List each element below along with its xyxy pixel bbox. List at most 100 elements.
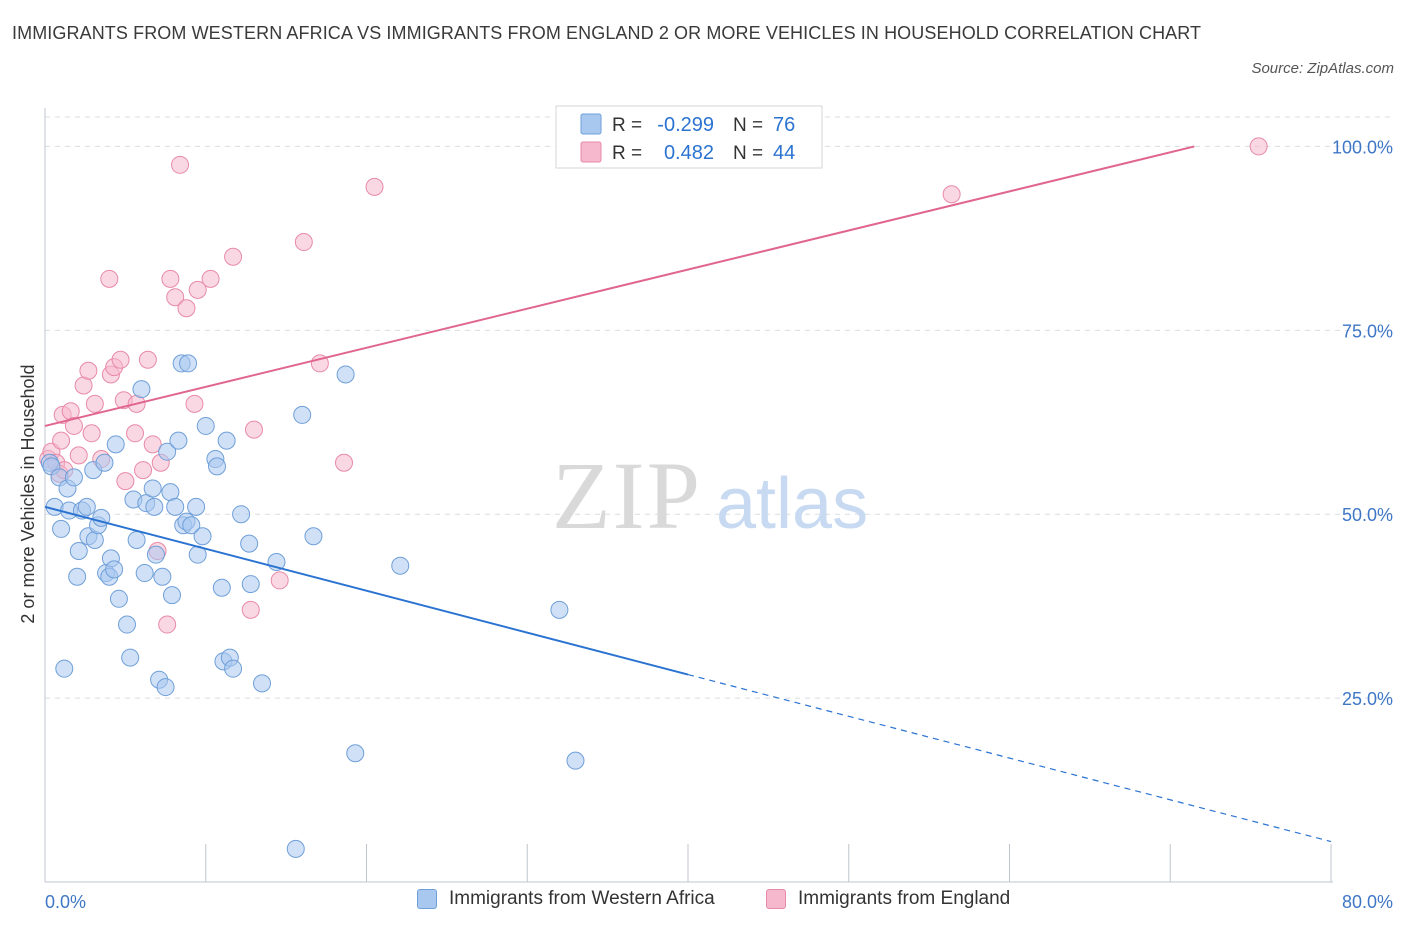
western-africa-point-9	[68, 567, 87, 586]
western-africa-point-71	[566, 751, 585, 770]
england-point-29	[161, 269, 180, 288]
england-point-30	[166, 288, 185, 307]
stats-pink-r-label: R =	[612, 143, 642, 164]
england-point-31	[171, 155, 190, 174]
western-africa-point-25	[117, 615, 136, 634]
western-africa-point-59	[232, 505, 251, 524]
chart-title: IMMIGRANTS FROM WESTERN AFRICA VS IMMIGR…	[12, 23, 1202, 43]
western-africa-point-60	[240, 534, 259, 553]
england-points	[39, 137, 1268, 634]
western-africa-point-51	[196, 416, 215, 435]
y-tick-label-75: 75.0%	[1342, 321, 1393, 341]
western-africa-point-70	[550, 600, 569, 619]
y-tick-label-50: 50.0%	[1342, 505, 1393, 525]
western-africa-point-4	[52, 519, 71, 538]
stats-blue-swatch	[580, 113, 602, 135]
western-africa-point-58	[224, 659, 243, 678]
england-point-43	[365, 177, 384, 196]
western-africa-point-42	[169, 431, 188, 450]
england-point-23	[134, 461, 153, 480]
stats-blue-r-label: R =	[612, 115, 642, 136]
western-africa-point-10	[69, 541, 88, 560]
watermark-atlas: atlas	[716, 464, 868, 544]
watermark: ZIP atlas	[552, 442, 868, 549]
bottom-legend: Immigrants from Western Africa Immigrant…	[0, 888, 1406, 916]
watermark-zip: ZIP	[552, 442, 702, 549]
legend-label-england: Immigrants from England	[798, 888, 1011, 909]
stats-pink-n-value: 44	[773, 142, 795, 164]
legend-swatch-pink	[766, 889, 786, 909]
western-africa-point-24	[109, 589, 128, 608]
western-africa-point-22	[105, 560, 124, 579]
western-africa-point-36	[153, 567, 172, 586]
western-africa-point-30	[135, 564, 154, 583]
stats-pink-n-label: N =	[733, 143, 763, 164]
western-africa-point-8	[64, 468, 83, 487]
y-tick-label-25: 25.0%	[1342, 689, 1393, 709]
western-africa-point-48	[187, 497, 206, 516]
england-point-15	[100, 269, 119, 288]
western-africa-point-47	[182, 516, 201, 535]
western-africa-point-40	[162, 586, 181, 605]
england-point-37	[241, 600, 260, 619]
legend-item-england: Immigrants from England	[766, 888, 1010, 910]
western-africa-point-50	[193, 527, 212, 546]
england-point-44	[942, 185, 961, 204]
axes: 25.0% 50.0% 75.0% 100.0% 0.0% 80.0%	[44, 108, 1393, 912]
western-africa-point-28	[127, 530, 146, 549]
england-point-38	[244, 420, 263, 439]
england-point-8	[64, 416, 83, 435]
stats-blue-n-label: N =	[733, 115, 763, 136]
western-africa-point-15	[85, 530, 104, 549]
western-africa-point-41	[166, 497, 185, 516]
england-trend-line	[44, 145, 1195, 427]
y-axis-label: 2 or more Vehicles in Household	[18, 364, 38, 623]
western-africa-point-5	[55, 659, 74, 678]
legend-label-western-africa: Immigrants from Western Africa	[449, 888, 715, 909]
western-africa-point-65	[293, 405, 312, 424]
england-point-13	[85, 394, 104, 413]
stats-blue-r-value: -0.299	[657, 114, 714, 136]
england-point-33	[185, 394, 204, 413]
england-point-21	[126, 424, 145, 443]
western-africa-trend-extension	[687, 673, 1332, 843]
western-africa-point-23	[106, 435, 125, 454]
western-africa-point-29	[132, 380, 151, 399]
england-point-35	[201, 269, 220, 288]
western-africa-point-37	[156, 678, 175, 697]
england-point-7	[61, 402, 80, 421]
western-africa-point-69	[391, 556, 410, 575]
england-point-20	[116, 472, 135, 491]
legend-item-western-africa: Immigrants from Western Africa	[417, 888, 715, 910]
western-africa-point-68	[346, 744, 365, 763]
stats-legend: R = -0.299 N = 76 R = 0.482 N = 44	[555, 105, 823, 169]
england-point-18	[111, 350, 130, 369]
western-africa-point-64	[286, 839, 305, 858]
western-africa-point-62	[253, 674, 272, 693]
western-africa-point-18	[95, 453, 114, 472]
england-point-9	[69, 446, 88, 465]
western-africa-point-12	[77, 497, 96, 516]
western-africa-points	[40, 354, 585, 858]
y-tick-label-100: 100.0%	[1332, 137, 1393, 157]
england-point-34	[188, 280, 207, 299]
source-label: Source: ZipAtlas.com	[1251, 60, 1394, 77]
legend-swatch-blue	[417, 889, 437, 909]
western-africa-point-61	[241, 575, 260, 594]
western-africa-point-38	[158, 442, 177, 461]
western-africa-point-33	[145, 497, 164, 516]
england-point-28	[158, 615, 177, 634]
western-africa-point-26	[121, 648, 140, 667]
england-point-42	[334, 453, 353, 472]
western-africa-point-46	[179, 354, 198, 373]
western-africa-trend-line	[44, 505, 689, 676]
england-point-36	[224, 247, 243, 266]
western-africa-point-56	[217, 431, 236, 450]
england-point-40	[294, 233, 313, 252]
western-africa-point-67	[336, 365, 355, 384]
stats-pink-swatch	[580, 141, 602, 163]
trend-lines	[44, 145, 1332, 843]
england-point-25	[143, 435, 162, 454]
england-point-32	[177, 299, 196, 318]
